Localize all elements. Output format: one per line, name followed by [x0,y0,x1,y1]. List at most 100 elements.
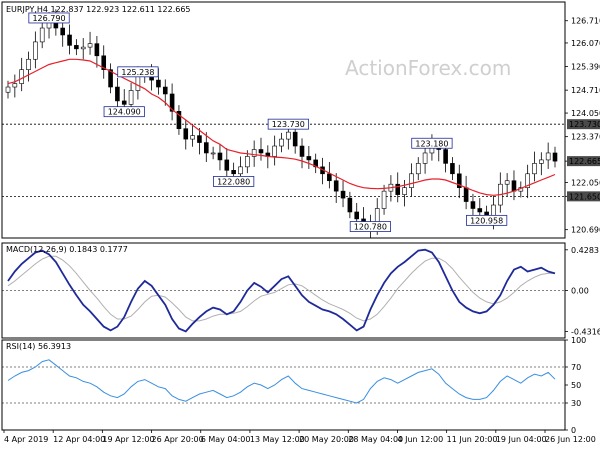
candle-body [545,152,551,161]
watermark: ActionForex.com [345,56,511,80]
candle-body [402,187,407,195]
annotation-box-0 [28,12,70,24]
candle-body [552,152,558,162]
price-tick-label: 126.710 [571,17,600,26]
candle-body [183,128,189,140]
candle-body [463,187,469,202]
candle-body [511,180,517,192]
rsi-panel-frame [1,339,566,431]
candle-body [279,138,284,147]
annotation-box-1 [117,66,159,78]
annotation-label-0: 126.790 [32,14,65,23]
candle-body [292,131,298,147]
candle-body [231,170,236,175]
x-tick-label: 20 May 20:00 [299,435,354,444]
annotation-box-3 [267,118,309,130]
x-tick-label: 12 Apr 04:00 [53,435,105,444]
x-tick-label: 28 May 04:00 [348,435,403,444]
macd-tick-label: 0.00 [571,287,589,296]
candle-body [272,145,277,157]
candle-body [354,211,360,220]
candle-body [121,100,127,105]
price-tick-label: 124.050 [571,109,600,118]
x-tick-label: 26 Jun 12:00 [545,435,596,444]
candle-body [39,27,45,43]
candle-body [60,27,66,36]
candle-body [443,149,448,164]
x-tick-label: 19 Jun 04:00 [496,435,547,444]
candle-body [347,197,353,213]
candle-body [422,152,428,164]
candle-body [258,149,264,154]
candle-body [210,152,216,155]
price-tick-label: 126.070 [571,39,600,48]
candle-body [176,111,182,129]
rsi-tick-label: 70 [571,363,581,372]
candle-body [224,159,230,171]
price-tick-label: 120.690 [571,226,600,235]
annotation-label-6: 120.780 [354,223,387,232]
macd-tick-label: 0.4283 [571,246,599,255]
candle-body [190,135,195,140]
candle-body [415,163,421,175]
price-highlight-box-2 [567,191,600,202]
annotation-box-7 [466,214,508,226]
candle-body [203,142,209,154]
candle-body [135,76,141,91]
candle-body [67,34,72,46]
x-tick-label: 4 Jun 12:00 [397,435,443,444]
candle-body [306,156,312,161]
candle-body [12,83,18,88]
candle-body [299,145,305,157]
annotation-box-4 [213,176,255,187]
candle-body [504,180,510,185]
macd-signal-line [7,255,555,322]
candle-body [94,43,100,57]
candle-body [217,152,223,161]
rsi-tick-label: 30 [571,399,581,408]
candle-body [169,93,175,112]
x-tick-label: 19 Apr 12:00 [102,435,154,444]
candle-body [128,90,134,105]
annotation-label-7: 120.958 [470,216,503,225]
rsi-panel-title: RSI(14) 56.3913 [6,342,71,351]
rsi-line [7,359,556,404]
annotation-box-5 [411,137,453,149]
annotation-box-6 [349,221,391,232]
x-tick-label: 6 May 04:00 [201,435,251,444]
candle-body [525,173,530,188]
candle-body [115,86,120,102]
candle-body [477,208,483,213]
candle-body [333,180,339,192]
rsi-tick-label: 50 [571,381,581,390]
price-tick-label: 122.050 [571,178,600,187]
annotation-label-2: 124.090 [108,108,141,117]
candle-body [87,43,93,48]
price-tick-label: 125.390 [571,63,600,72]
candle-body [245,156,250,168]
macd-panel-title: MACD(12,26,9) 0.1843 0.1777 [6,245,128,254]
rsi-tick-label: 0 [571,426,576,435]
candle-body [450,163,455,175]
price-highlight-box-0 [567,119,600,130]
candle-body [532,163,537,175]
candle-body [5,86,11,93]
candle-body [539,159,544,164]
price-highlight-box-1 [567,156,600,167]
candle-body [340,190,346,199]
candle-body [162,86,168,95]
price-highlight-label-1: 122.665 [569,157,600,166]
candle-body [327,173,332,182]
candle-body [19,69,24,84]
candle-body [108,69,113,88]
candle-body [470,201,476,209]
candle-body [381,190,387,209]
candle-body [80,46,86,50]
candle-body [395,183,401,195]
price-panel-frame [1,1,566,239]
annotation-label-4: 122.080 [217,177,250,186]
price-highlight-label-0: 123.730 [569,120,600,129]
candle-body [74,45,79,50]
macd-tick-label: -0.4316 [571,328,600,337]
